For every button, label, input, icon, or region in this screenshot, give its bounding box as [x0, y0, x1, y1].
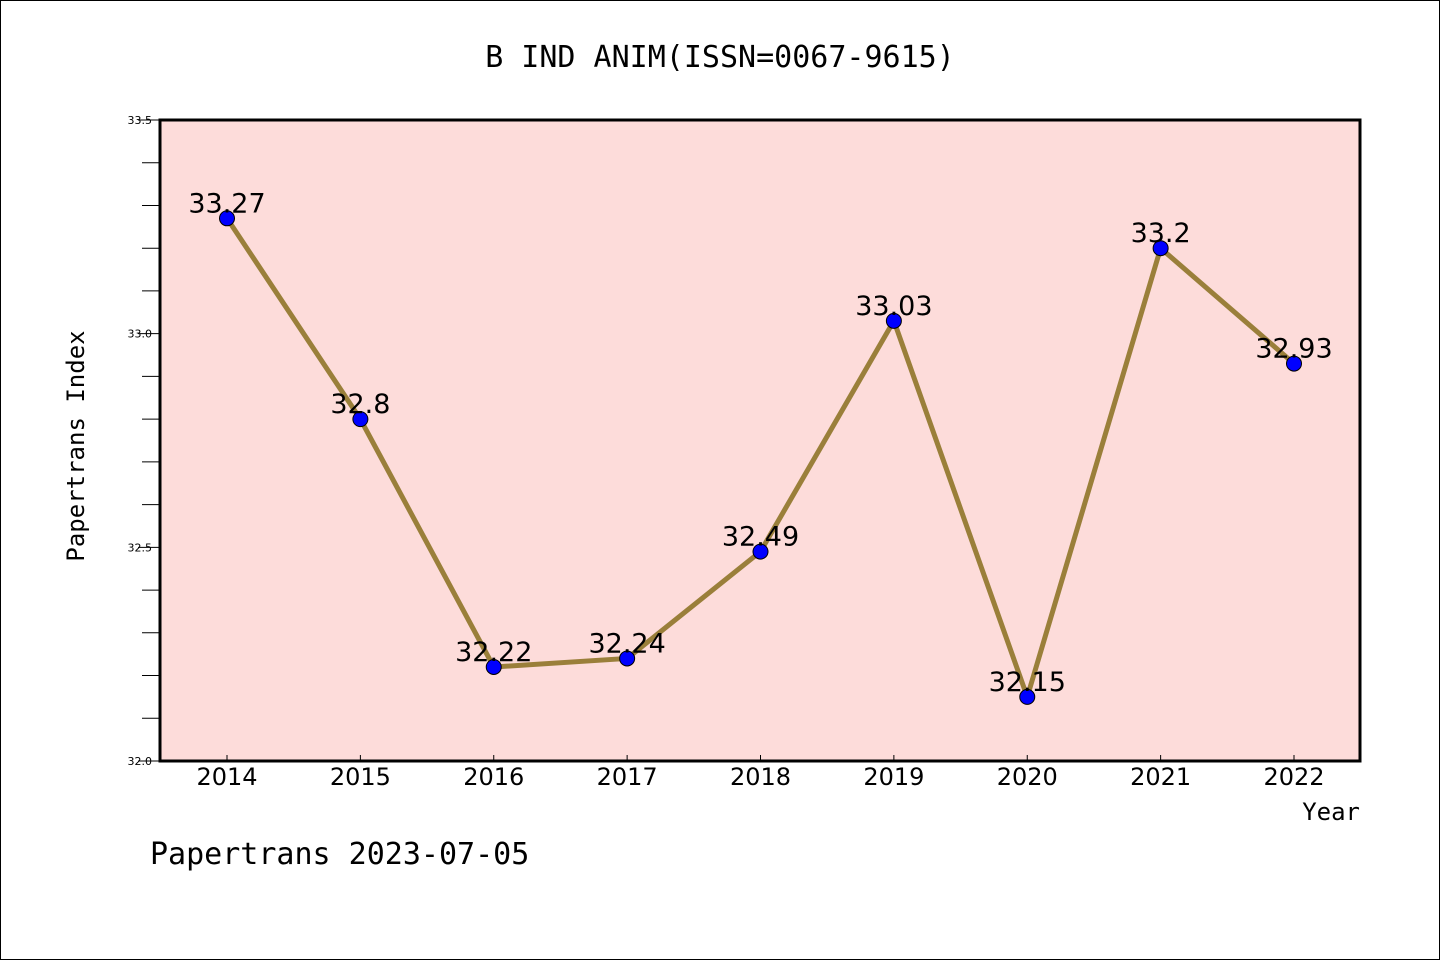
x-tick-label: 2016	[463, 763, 524, 791]
data-point	[619, 650, 636, 667]
data-label: 32.49	[722, 522, 799, 553]
data-point	[885, 312, 902, 329]
x-tick-label: 2015	[330, 763, 391, 791]
data-label: 32.93	[1255, 334, 1332, 365]
data-point	[1152, 240, 1169, 257]
data-label: 32.24	[588, 628, 665, 659]
data-point	[1286, 355, 1302, 372]
data-label: 32.15	[989, 667, 1066, 698]
x-tick-label: 2021	[1130, 763, 1191, 791]
chart-title: B IND ANIM(ISSN=0067-9615)	[485, 40, 955, 75]
data-label: 33.27	[188, 188, 265, 219]
x-axis-ticks: 2014 2015 2016 2017 2018 2019 2020 2021 2022	[196, 755, 1325, 791]
data-label: 32.22	[455, 637, 532, 668]
x-tick-label: 2019	[863, 763, 924, 791]
data-label: 32.8	[330, 389, 390, 420]
plot-area	[160, 120, 1360, 761]
y-tick-label: 32.0	[128, 755, 153, 768]
y-tick-label: 33.0	[128, 328, 153, 341]
data-point	[485, 658, 502, 675]
data-point	[352, 411, 369, 428]
x-axis-label: Year	[1302, 798, 1360, 826]
data-markers	[219, 210, 1302, 705]
data-labels: 33.27 32.8 32.22 32.24 32.49 33.03 32.15 33.2 32…	[188, 188, 1332, 698]
y-tick-label: 33.5	[128, 114, 153, 127]
plot-border	[158, 118, 1362, 763]
x-tick-label: 2020	[997, 763, 1058, 791]
x-tick-label: 2014	[196, 763, 257, 791]
data-point	[219, 210, 235, 227]
y-tick-label: 32.5	[128, 541, 153, 554]
data-point	[1019, 688, 1036, 705]
x-tick-label: 2017	[597, 763, 658, 791]
footer-text: Papertrans 2023-07-05	[150, 837, 529, 872]
x-tick-label: 2018	[730, 763, 791, 791]
data-label: 33.03	[855, 291, 932, 322]
data-point	[752, 543, 769, 560]
y-axis-label: Papertrans Index	[62, 330, 90, 561]
data-label: 33.2	[1131, 218, 1191, 249]
x-tick-label: 2022	[1263, 763, 1324, 791]
y-axis-ticks: 32.0 32.5 33.0 33.5	[128, 114, 160, 768]
